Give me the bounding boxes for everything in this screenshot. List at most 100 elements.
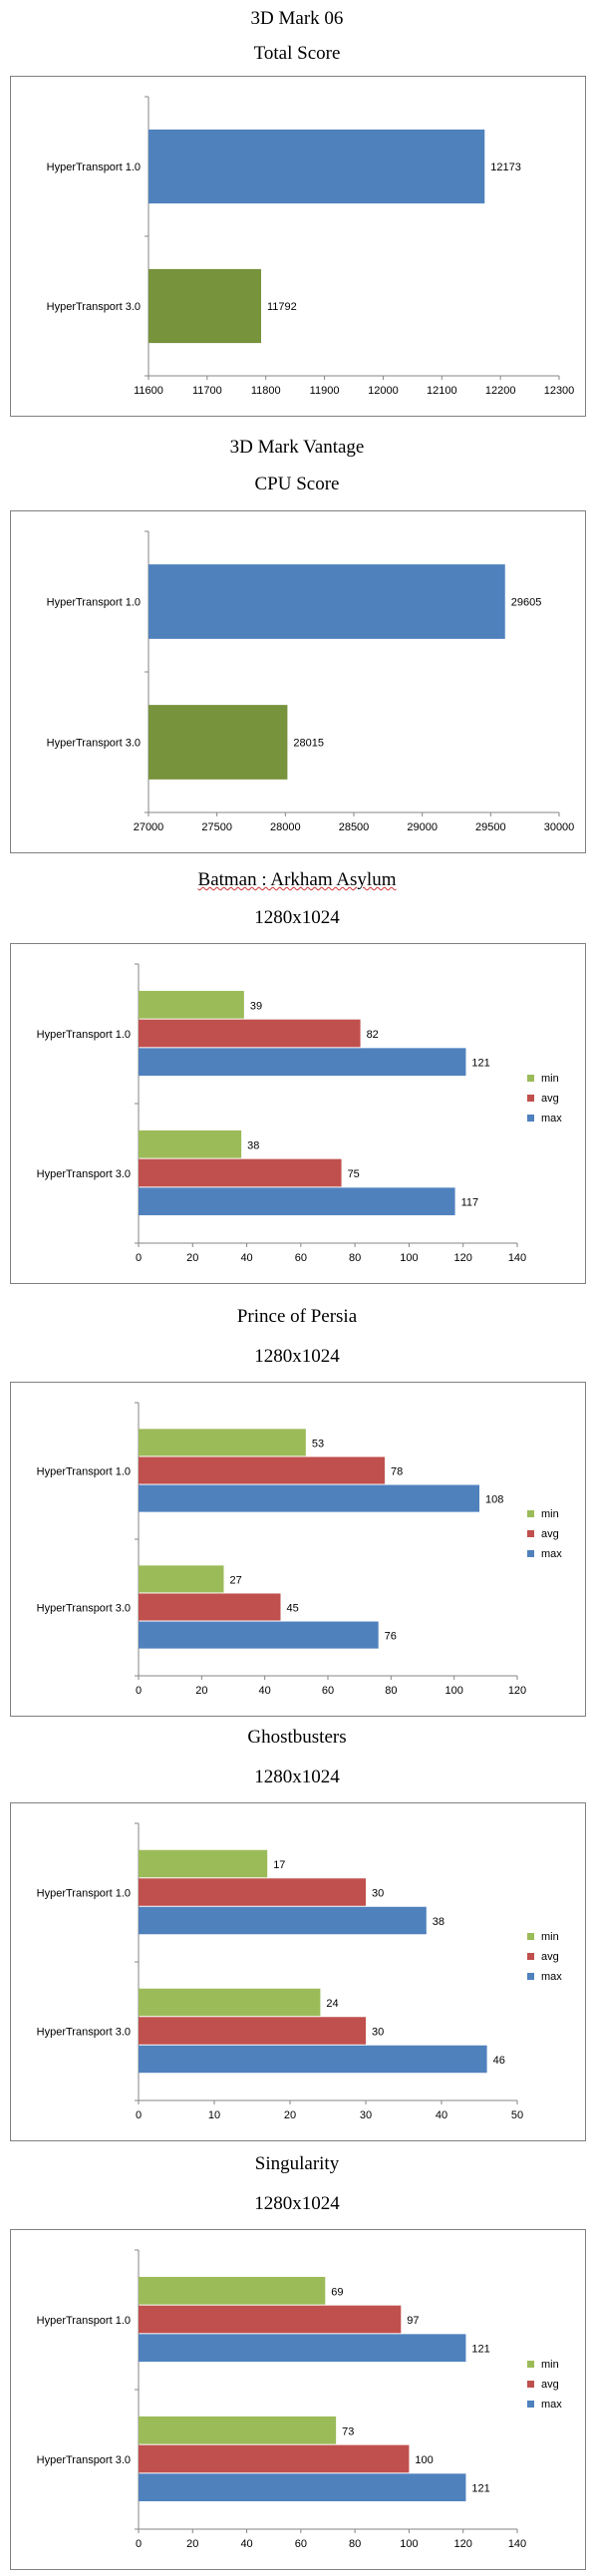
legend-label-min: min: [541, 1931, 559, 1943]
x-tick-label: 100: [400, 2538, 418, 2550]
legend-label-max: max: [541, 1971, 562, 1983]
chart3-title: Batman : Arkham Asylum: [0, 869, 594, 891]
x-tick-label: 11800: [251, 385, 281, 397]
legend-label-min: min: [541, 2359, 559, 2371]
bar-value-label: 82: [367, 1029, 379, 1041]
x-tick-label: 0: [136, 1685, 142, 1697]
bar-value-label: 69: [331, 2286, 343, 2298]
x-tick-label: 11700: [192, 385, 222, 397]
bar-value-label: 30: [372, 1888, 384, 1900]
x-tick-label: 27500: [201, 821, 232, 833]
category-label: HyperTransport 1.0: [37, 1029, 131, 1041]
category-label: HyperTransport 3.0: [37, 2027, 131, 2039]
x-tick-label: 12100: [427, 385, 457, 397]
legend-label-avg: avg: [541, 1528, 559, 1540]
legend-label-avg: avg: [541, 1093, 559, 1105]
bar-avg: [139, 1456, 385, 1484]
bar-avg: [139, 2017, 366, 2045]
x-tick-label: 80: [349, 2538, 361, 2550]
chart2-subtitle: CPU Score: [254, 474, 340, 494]
x-tick-label: 28000: [270, 821, 301, 833]
bar: [148, 268, 262, 344]
chart5-subtitle: 1280x1024: [254, 1767, 340, 1787]
bar-min: [139, 1565, 224, 1593]
category-label: HyperTransport 3.0: [47, 301, 141, 313]
x-tick-label: 0: [136, 2538, 142, 2550]
legend-swatch-max: [527, 1115, 534, 1122]
bar-value-label: 117: [461, 1197, 479, 1209]
bar-max: [139, 1048, 466, 1077]
category-label: HyperTransport 3.0: [37, 1168, 131, 1180]
x-tick-label: 40: [436, 2109, 447, 2121]
bar-max: [139, 1621, 379, 1649]
chart4-svg: 0 20 40 60 80 100 120 HyperTransport 1.0 53 78 108…: [37, 1402, 562, 1697]
chart4-subtitle: 1280x1024: [254, 1346, 340, 1367]
bar-value-label: 30: [372, 2027, 384, 2039]
chart3-box: 0 20 40 60 80 100 120 140 HyperTransport 1.0 39 82…: [10, 943, 586, 1284]
bar-avg: [139, 2444, 410, 2473]
x-tick-label: 120: [508, 1685, 526, 1697]
bar: [148, 129, 485, 204]
bar-min: [139, 2276, 326, 2305]
bar-value-label: 27: [230, 1574, 242, 1586]
legend-label-min: min: [541, 1073, 559, 1085]
chart5-title: Ghostbusters: [247, 1727, 347, 1748]
chart1-box: 11600 11700 11800 11900 12000 12100 12200 12300…: [10, 76, 586, 417]
bar-max: [139, 2473, 466, 2502]
bar-max: [139, 1484, 479, 1512]
bar-avg: [139, 1019, 361, 1048]
category-label: HyperTransport 1.0: [47, 161, 141, 173]
legend-label-avg: avg: [541, 1951, 559, 1963]
bar-max: [139, 2045, 487, 2074]
bar-min: [139, 1988, 321, 2017]
bar-max: [139, 1906, 427, 1935]
bar-avg: [139, 1593, 281, 1621]
chart3-title-text: Batman : Arkham Asylum: [197, 869, 397, 890]
bar-value-label: 75: [348, 1168, 360, 1180]
x-tick-label: 27000: [134, 821, 164, 833]
bar-value-label: 12173: [490, 161, 521, 173]
chart6-box: 0 20 40 60 80 100 120 140 HyperTransport 1.0 69 97…: [10, 2229, 586, 2570]
x-tick-label: 60: [295, 1252, 307, 1264]
x-tick-label: 10: [208, 2109, 220, 2121]
x-tick-label: 140: [508, 2538, 526, 2550]
category-label: HyperTransport 1.0: [47, 597, 141, 609]
x-tick-label: 12300: [544, 385, 575, 397]
x-tick-label: 20: [186, 2538, 198, 2550]
x-tick-label: 120: [454, 2538, 472, 2550]
chart4-box: 0 20 40 60 80 100 120 HyperTransport 1.0 53 78 108…: [10, 1382, 586, 1717]
bar-min: [139, 990, 244, 1019]
bar-value-label: 45: [287, 1603, 299, 1615]
x-tick-label: 80: [349, 1252, 361, 1264]
bar-avg: [139, 1878, 366, 1906]
category-label: HyperTransport 3.0: [37, 1603, 131, 1615]
chart6-subtitle: 1280x1024: [254, 2193, 340, 2214]
category-label: HyperTransport 3.0: [37, 2454, 131, 2466]
x-tick-label: 20: [195, 1685, 207, 1697]
chart1-svg: 11600 11700 11800 11900 12000 12100 12200 12300…: [47, 96, 575, 397]
bar-value-label: 78: [391, 1466, 403, 1478]
legend-label-avg: avg: [541, 2379, 559, 2391]
x-tick-label: 12000: [368, 385, 399, 397]
chart4-title: Prince of Persia: [236, 1306, 358, 1327]
bar-value-label: 121: [471, 2344, 489, 2356]
x-tick-label: 80: [385, 1685, 397, 1697]
bar-value-label: 17: [273, 1859, 285, 1871]
legend-swatch-min: [527, 2361, 534, 2368]
bar-value-label: 28015: [293, 738, 324, 750]
chart6-title: Singularity: [254, 2153, 340, 2174]
legend-swatch-max: [527, 2401, 534, 2408]
x-tick-label: 40: [240, 2538, 252, 2550]
bar-avg: [139, 2305, 402, 2334]
x-tick-label: 100: [400, 1252, 418, 1264]
bar-min: [139, 1129, 242, 1158]
bar-avg: [139, 1158, 342, 1187]
bar-min: [139, 2415, 337, 2444]
bar-value-label: 108: [485, 1494, 503, 1506]
chart2-svg: 27000 27500 28000 28500 29000 29500 30000 Hyper…: [47, 530, 574, 833]
bar-value-label: 29605: [511, 597, 542, 609]
x-tick-label: 0: [136, 1252, 142, 1264]
x-tick-label: 100: [445, 1685, 462, 1697]
legend-label-max: max: [541, 1548, 562, 1560]
legend-label-max: max: [541, 2399, 562, 2411]
